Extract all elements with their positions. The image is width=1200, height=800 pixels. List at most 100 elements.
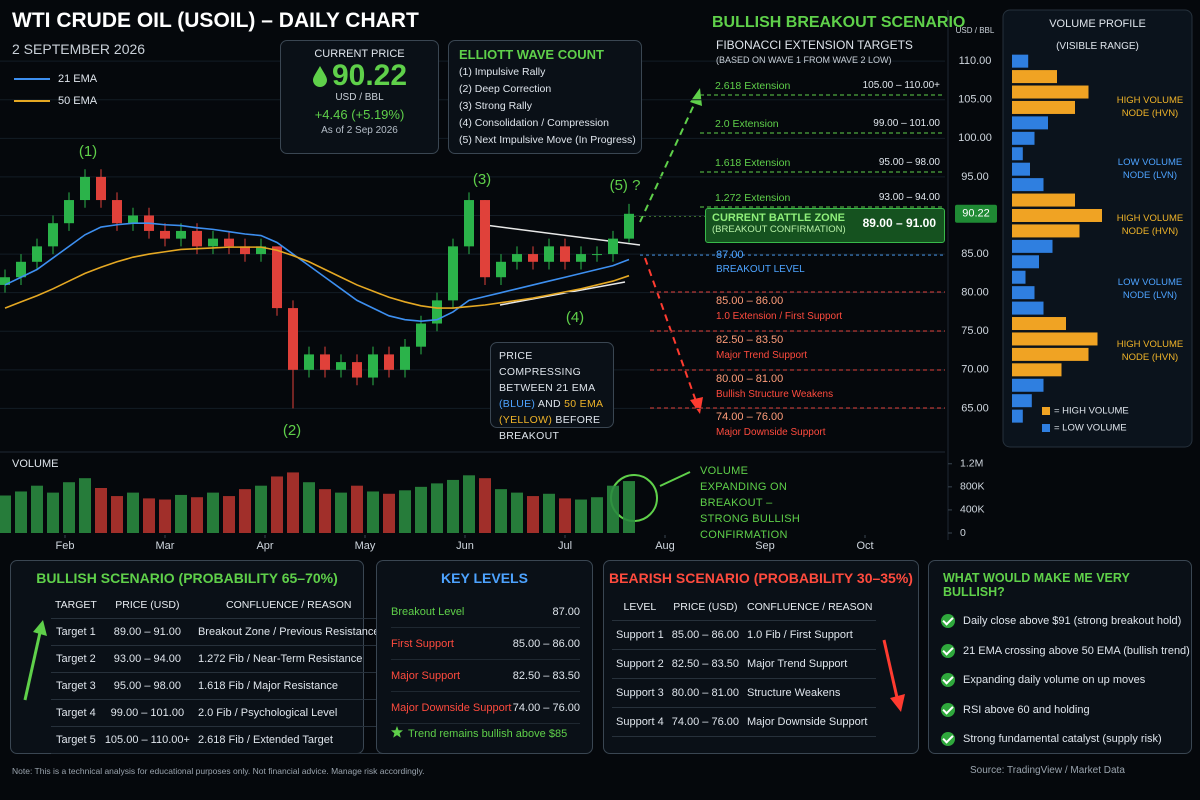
table-cell: Major Trend Support bbox=[743, 649, 877, 679]
table-cell: Structure Weakens bbox=[743, 678, 877, 708]
volume-bar bbox=[47, 492, 59, 533]
candle-body bbox=[16, 261, 26, 278]
candle-body bbox=[432, 300, 442, 324]
table-cell: Breakout Zone / Previous Resistance bbox=[193, 618, 384, 646]
x-tick-label: Oct bbox=[856, 540, 873, 552]
battle-zone: CURRENT BATTLE ZONE (BREAKOUT CONFIRMATI… bbox=[705, 208, 945, 243]
note-line: (YELLOW) BEFORE bbox=[499, 412, 613, 428]
price-label: CURRENT PRICE bbox=[314, 48, 405, 60]
y-axis-label: USD / BBL bbox=[956, 26, 995, 35]
wave-item: (1) Impulsive Rally bbox=[459, 66, 546, 78]
droplet bbox=[312, 66, 327, 87]
volume-bar bbox=[0, 495, 11, 533]
volume-arrow bbox=[659, 471, 691, 487]
volume-note: VOLUME EXPANDING ON BREAKOUT – STRONG BU… bbox=[700, 465, 801, 541]
check-icon bbox=[941, 732, 955, 747]
fib-label: 2.618 Extension bbox=[715, 80, 791, 92]
table-row: Target 4 99.00 – 101.00 2.0 Fib / Psycholo… bbox=[51, 699, 384, 727]
scenario-note: (BASED ON WAVE 1 FROM WAVE 2 LOW) bbox=[716, 55, 892, 65]
candle-body bbox=[224, 238, 234, 247]
wave-item: (4) Consolidation / Compression bbox=[459, 117, 609, 129]
x-tick-label: Sep bbox=[755, 540, 775, 552]
legend-label: 21 EMA bbox=[58, 73, 98, 85]
volume-bar bbox=[191, 497, 203, 533]
note-part: AND bbox=[537, 398, 561, 410]
profile-annotation: LOW VOLUME NODE (LVN) bbox=[1117, 277, 1183, 301]
table-row: Support 4 74.00 – 76.00 Major Downside Sup… bbox=[612, 707, 877, 737]
candle-body bbox=[512, 254, 522, 262]
y-tick-label: 800K bbox=[960, 481, 985, 493]
candle-body bbox=[304, 354, 314, 370]
volume-bar bbox=[319, 489, 331, 533]
y-tick-label: 75.00 bbox=[961, 325, 989, 337]
breakout-label: BREAKOUT LEVEL bbox=[716, 264, 805, 275]
volume-bar bbox=[527, 496, 539, 533]
profile-bar bbox=[1012, 116, 1048, 130]
table-cell: Target 3 bbox=[51, 672, 101, 700]
level-name: Breakout Level bbox=[391, 605, 465, 618]
level-row: First Support 85.00 – 86.00 bbox=[391, 628, 580, 660]
volume-bar bbox=[111, 496, 123, 533]
level-value: 74.00 – 76.00 bbox=[512, 701, 580, 714]
bull-title: BULLISH SCENARIO (PROBABILITY 65–70%) bbox=[36, 570, 338, 586]
legend-swatch bbox=[1042, 424, 1050, 432]
volume-bar bbox=[271, 476, 283, 533]
table-cell: Target 5 bbox=[51, 726, 101, 754]
column-header: LEVEL bbox=[612, 594, 668, 621]
bull-arrow bbox=[639, 95, 699, 223]
note-line: BREAKOUT bbox=[499, 430, 560, 442]
price-tag-label: 90.22 bbox=[962, 208, 990, 220]
table-cell: Major Downside Support bbox=[743, 707, 877, 737]
candle-body bbox=[80, 176, 90, 201]
levels-panel: KEY LEVELS Breakout Level 87.00 First Supp… bbox=[376, 560, 593, 754]
volume-bar bbox=[255, 485, 267, 533]
column-header: PRICE (USD) bbox=[667, 594, 743, 621]
candle-body bbox=[320, 354, 330, 370]
table-row: Target 2 93.00 – 94.00 1.272 Fib / Near-Te… bbox=[51, 645, 384, 673]
wave-list: (1) Impulsive Rally (2) Deep Correction (3… bbox=[459, 64, 641, 149]
table-cell: 1.0 Fib / First Support bbox=[743, 620, 877, 650]
y-tick-label: 100.00 bbox=[958, 132, 992, 144]
level-value: 85.00 – 86.00 bbox=[512, 637, 580, 650]
x-tick-label: Feb bbox=[56, 540, 75, 552]
candle-body bbox=[528, 254, 538, 262]
volume-bar bbox=[575, 499, 587, 533]
profile-bar bbox=[1012, 347, 1089, 361]
check-text: Strong fundamental catalyst (supply risk… bbox=[963, 733, 1162, 745]
support-range: 85.00 – 86.00 bbox=[716, 295, 784, 307]
volume-bar bbox=[367, 491, 379, 533]
profile-bar bbox=[1012, 224, 1080, 238]
battle-label: CURRENT BATTLE ZONE bbox=[712, 212, 846, 224]
volume-bar bbox=[159, 499, 171, 533]
level-value: 82.50 – 83.50 bbox=[512, 669, 580, 682]
level-name: Major Support bbox=[391, 669, 461, 682]
table-cell: Support 1 bbox=[612, 620, 668, 650]
bear-panel: BEARISH SCENARIO (PROBABILITY 30–35%) LE… bbox=[603, 560, 919, 754]
candle-body bbox=[352, 362, 362, 378]
profile-bar bbox=[1012, 208, 1102, 222]
check-title: WHAT WOULD MAKE ME VERY BULLISH? bbox=[943, 571, 1130, 599]
date: 2 SEPTEMBER 2026 bbox=[12, 41, 146, 57]
profile-annotation: LOW VOLUME NODE (LVN) bbox=[1117, 157, 1183, 181]
volume-bar bbox=[415, 486, 427, 533]
profile-bar bbox=[1012, 317, 1066, 331]
levels-note: Trend remains bullish above $85 bbox=[408, 728, 568, 740]
candle-body bbox=[160, 230, 170, 239]
profile-bar bbox=[1012, 270, 1026, 284]
candle-body bbox=[32, 246, 42, 262]
profile-bar bbox=[1012, 100, 1075, 114]
profile-bar bbox=[1012, 162, 1030, 176]
candle-body bbox=[240, 246, 250, 255]
profile-annotation: HIGH VOLUME NODE (HVN) bbox=[1116, 339, 1184, 363]
x-tick-label: Jun bbox=[456, 540, 474, 552]
profile-bar bbox=[1012, 286, 1035, 300]
header-row: LEVEL PRICE (USD) CONFLUENCE / REASON bbox=[612, 594, 877, 621]
up-arrow bbox=[23, 620, 47, 701]
candle-body bbox=[112, 200, 122, 224]
support-range: 82.50 – 83.50 bbox=[716, 334, 784, 346]
table-cell: Target 2 bbox=[51, 645, 101, 673]
table-cell: Support 3 bbox=[612, 678, 668, 708]
footer-note: Note: This is a technical analysis for e… bbox=[12, 766, 425, 776]
profile-annotation: HIGH VOLUME NODE (HVN) bbox=[1116, 95, 1184, 119]
bull-arrowhead bbox=[690, 88, 702, 106]
